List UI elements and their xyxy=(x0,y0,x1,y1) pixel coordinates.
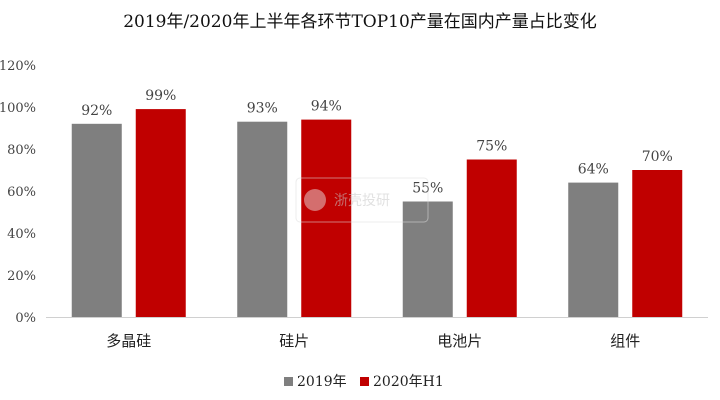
x-tick-label: 多晶硅 xyxy=(106,332,151,350)
x-tick-label: 硅片 xyxy=(279,332,309,350)
x-tick-label: 组件 xyxy=(610,332,640,350)
y-tick-label: 40% xyxy=(7,227,36,242)
data-label: 75% xyxy=(476,139,507,155)
data-label: 64% xyxy=(578,162,609,178)
x-tick-label: 电池片 xyxy=(437,332,482,350)
y-tick-label: 20% xyxy=(7,269,36,284)
bar-2020h1 xyxy=(301,119,352,317)
bar-2020h1 xyxy=(632,170,683,317)
y-tick-label: 120% xyxy=(0,59,36,74)
legend-label: 2020年H1 xyxy=(373,374,444,390)
bar-2019 xyxy=(402,201,453,317)
data-label: 94% xyxy=(311,99,342,115)
data-label: 99% xyxy=(145,88,176,104)
y-tick-label: 0% xyxy=(15,311,36,326)
data-label: 92% xyxy=(81,103,112,119)
data-label: 70% xyxy=(642,149,673,165)
bar-2019 xyxy=(237,121,288,317)
watermark-text: 浙壳投研 xyxy=(334,192,390,209)
legend: 2019年 2020年H1 xyxy=(284,374,444,390)
y-tick-label: 100% xyxy=(0,101,36,116)
bar-2020h1 xyxy=(135,109,186,317)
bar-2019 xyxy=(71,123,122,317)
y-tick-label: 60% xyxy=(7,185,36,200)
y-tick-label: 80% xyxy=(7,143,36,158)
legend-swatch xyxy=(360,377,369,386)
legend-swatch xyxy=(284,377,293,386)
legend-label: 2019年 xyxy=(297,374,347,390)
bar-2019 xyxy=(568,182,619,317)
watermark-logo: 浙壳投研 xyxy=(295,177,429,223)
chart-title: 2019年/2020年上半年各环节TOP10产量在国内产量占比变化 xyxy=(123,12,597,32)
data-label: 93% xyxy=(247,101,278,117)
bar-2020h1 xyxy=(466,159,517,317)
